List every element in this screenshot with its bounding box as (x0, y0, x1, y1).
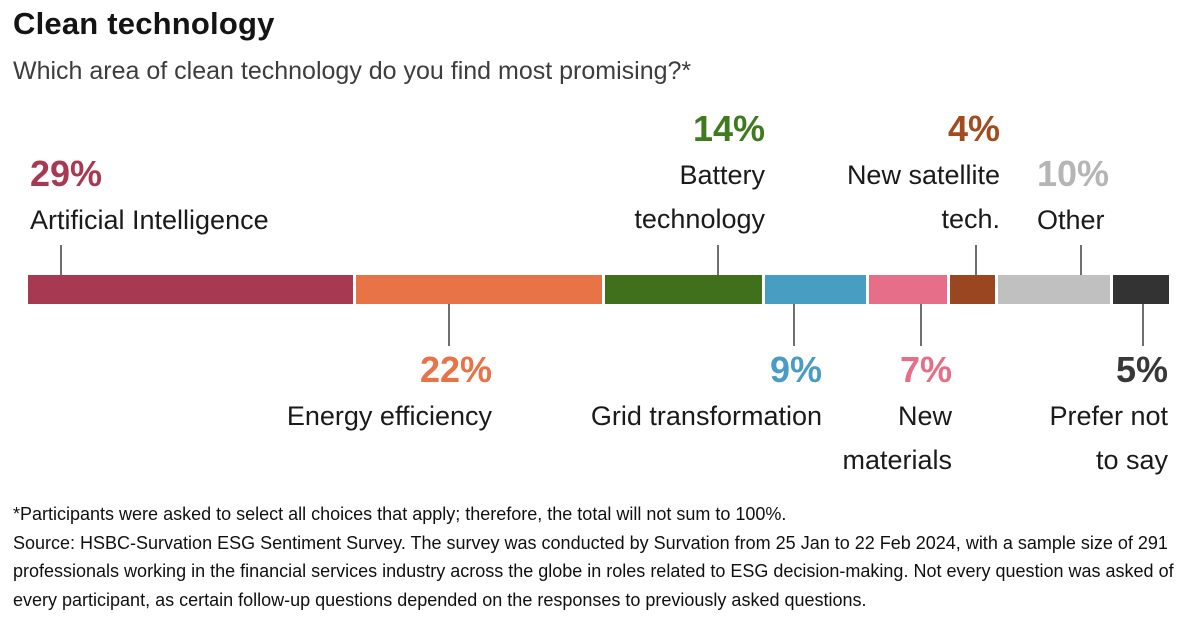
category-prefer-not-to-say-line2: to say (1095, 445, 1168, 475)
footnote-block: *Participants were asked to select all c… (13, 500, 1189, 614)
label-battery-technology: 14% Battery technology (634, 105, 765, 241)
bar-segment-prefer-not-to-say (1113, 275, 1169, 304)
category-artificial-intelligence: Artificial Intelligence (30, 205, 269, 235)
bar-segment-energy-efficiency (355, 275, 603, 304)
connector-new-materials (920, 304, 922, 346)
value-other: 10% (1037, 153, 1110, 194)
label-other: 10% Other (1037, 150, 1109, 242)
value-artificial-intelligence: 29% (30, 153, 103, 194)
category-new-materials-line2: materials (842, 445, 952, 475)
value-battery-technology: 14% (692, 108, 765, 149)
category-battery-technology-line2: technology (634, 204, 765, 234)
category-energy-efficiency: Energy efficiency (286, 401, 492, 431)
stacked-bar (28, 275, 1169, 304)
value-new-materials: 7% (899, 349, 952, 390)
category-battery-technology-line1: Battery (679, 160, 765, 190)
category-other: Other (1037, 205, 1105, 235)
label-new-materials: 7% New materials (842, 346, 952, 482)
value-new-satellite-tech: 4% (947, 108, 1000, 149)
bar-segment-artificial-intelligence (28, 275, 353, 304)
connector-grid-transformation (793, 304, 795, 346)
value-energy-efficiency: 22% (419, 349, 492, 390)
label-artificial-intelligence: 29% Artificial Intelligence (30, 150, 269, 242)
footnote-asterisk-note: *Participants were asked to select all c… (13, 504, 787, 524)
category-new-materials-line1: New (897, 401, 952, 431)
value-prefer-not-to-say: 5% (1115, 349, 1168, 390)
page-title: Clean technology (13, 6, 275, 41)
footnote-source: Source: HSBC-Survation ESG Sentiment Sur… (13, 532, 1174, 610)
value-grid-transformation: 9% (769, 349, 822, 390)
connector-battery-technology (717, 245, 719, 275)
chart-question: Which area of clean technology do you fi… (13, 57, 692, 85)
category-new-satellite-tech-line1: New satellite (846, 160, 1000, 190)
connector-new-satellite-tech (975, 245, 977, 275)
bar-segment-new-materials (868, 275, 948, 304)
bar-segment-other (998, 275, 1110, 304)
bar-segment-battery-technology (605, 275, 762, 304)
connector-prefer-not-to-say (1142, 304, 1144, 346)
label-new-satellite-tech: 4% New satellite tech. (847, 105, 1000, 241)
label-grid-transformation: 9% Grid transformation (591, 346, 822, 438)
bar-segment-grid-transformation (765, 275, 866, 304)
connector-energy-efficiency (448, 304, 450, 346)
label-prefer-not-to-say: 5% Prefer not to say (1049, 346, 1168, 482)
connector-other (1080, 245, 1082, 275)
category-grid-transformation: Grid transformation (590, 401, 822, 431)
category-prefer-not-to-say-line1: Prefer not (1049, 401, 1168, 431)
label-energy-efficiency: 22% Energy efficiency (287, 346, 492, 438)
connector-artificial-intelligence (60, 245, 62, 275)
bar-segment-new-satellite-tech (950, 275, 995, 304)
category-new-satellite-tech-line2: tech. (941, 204, 1000, 234)
